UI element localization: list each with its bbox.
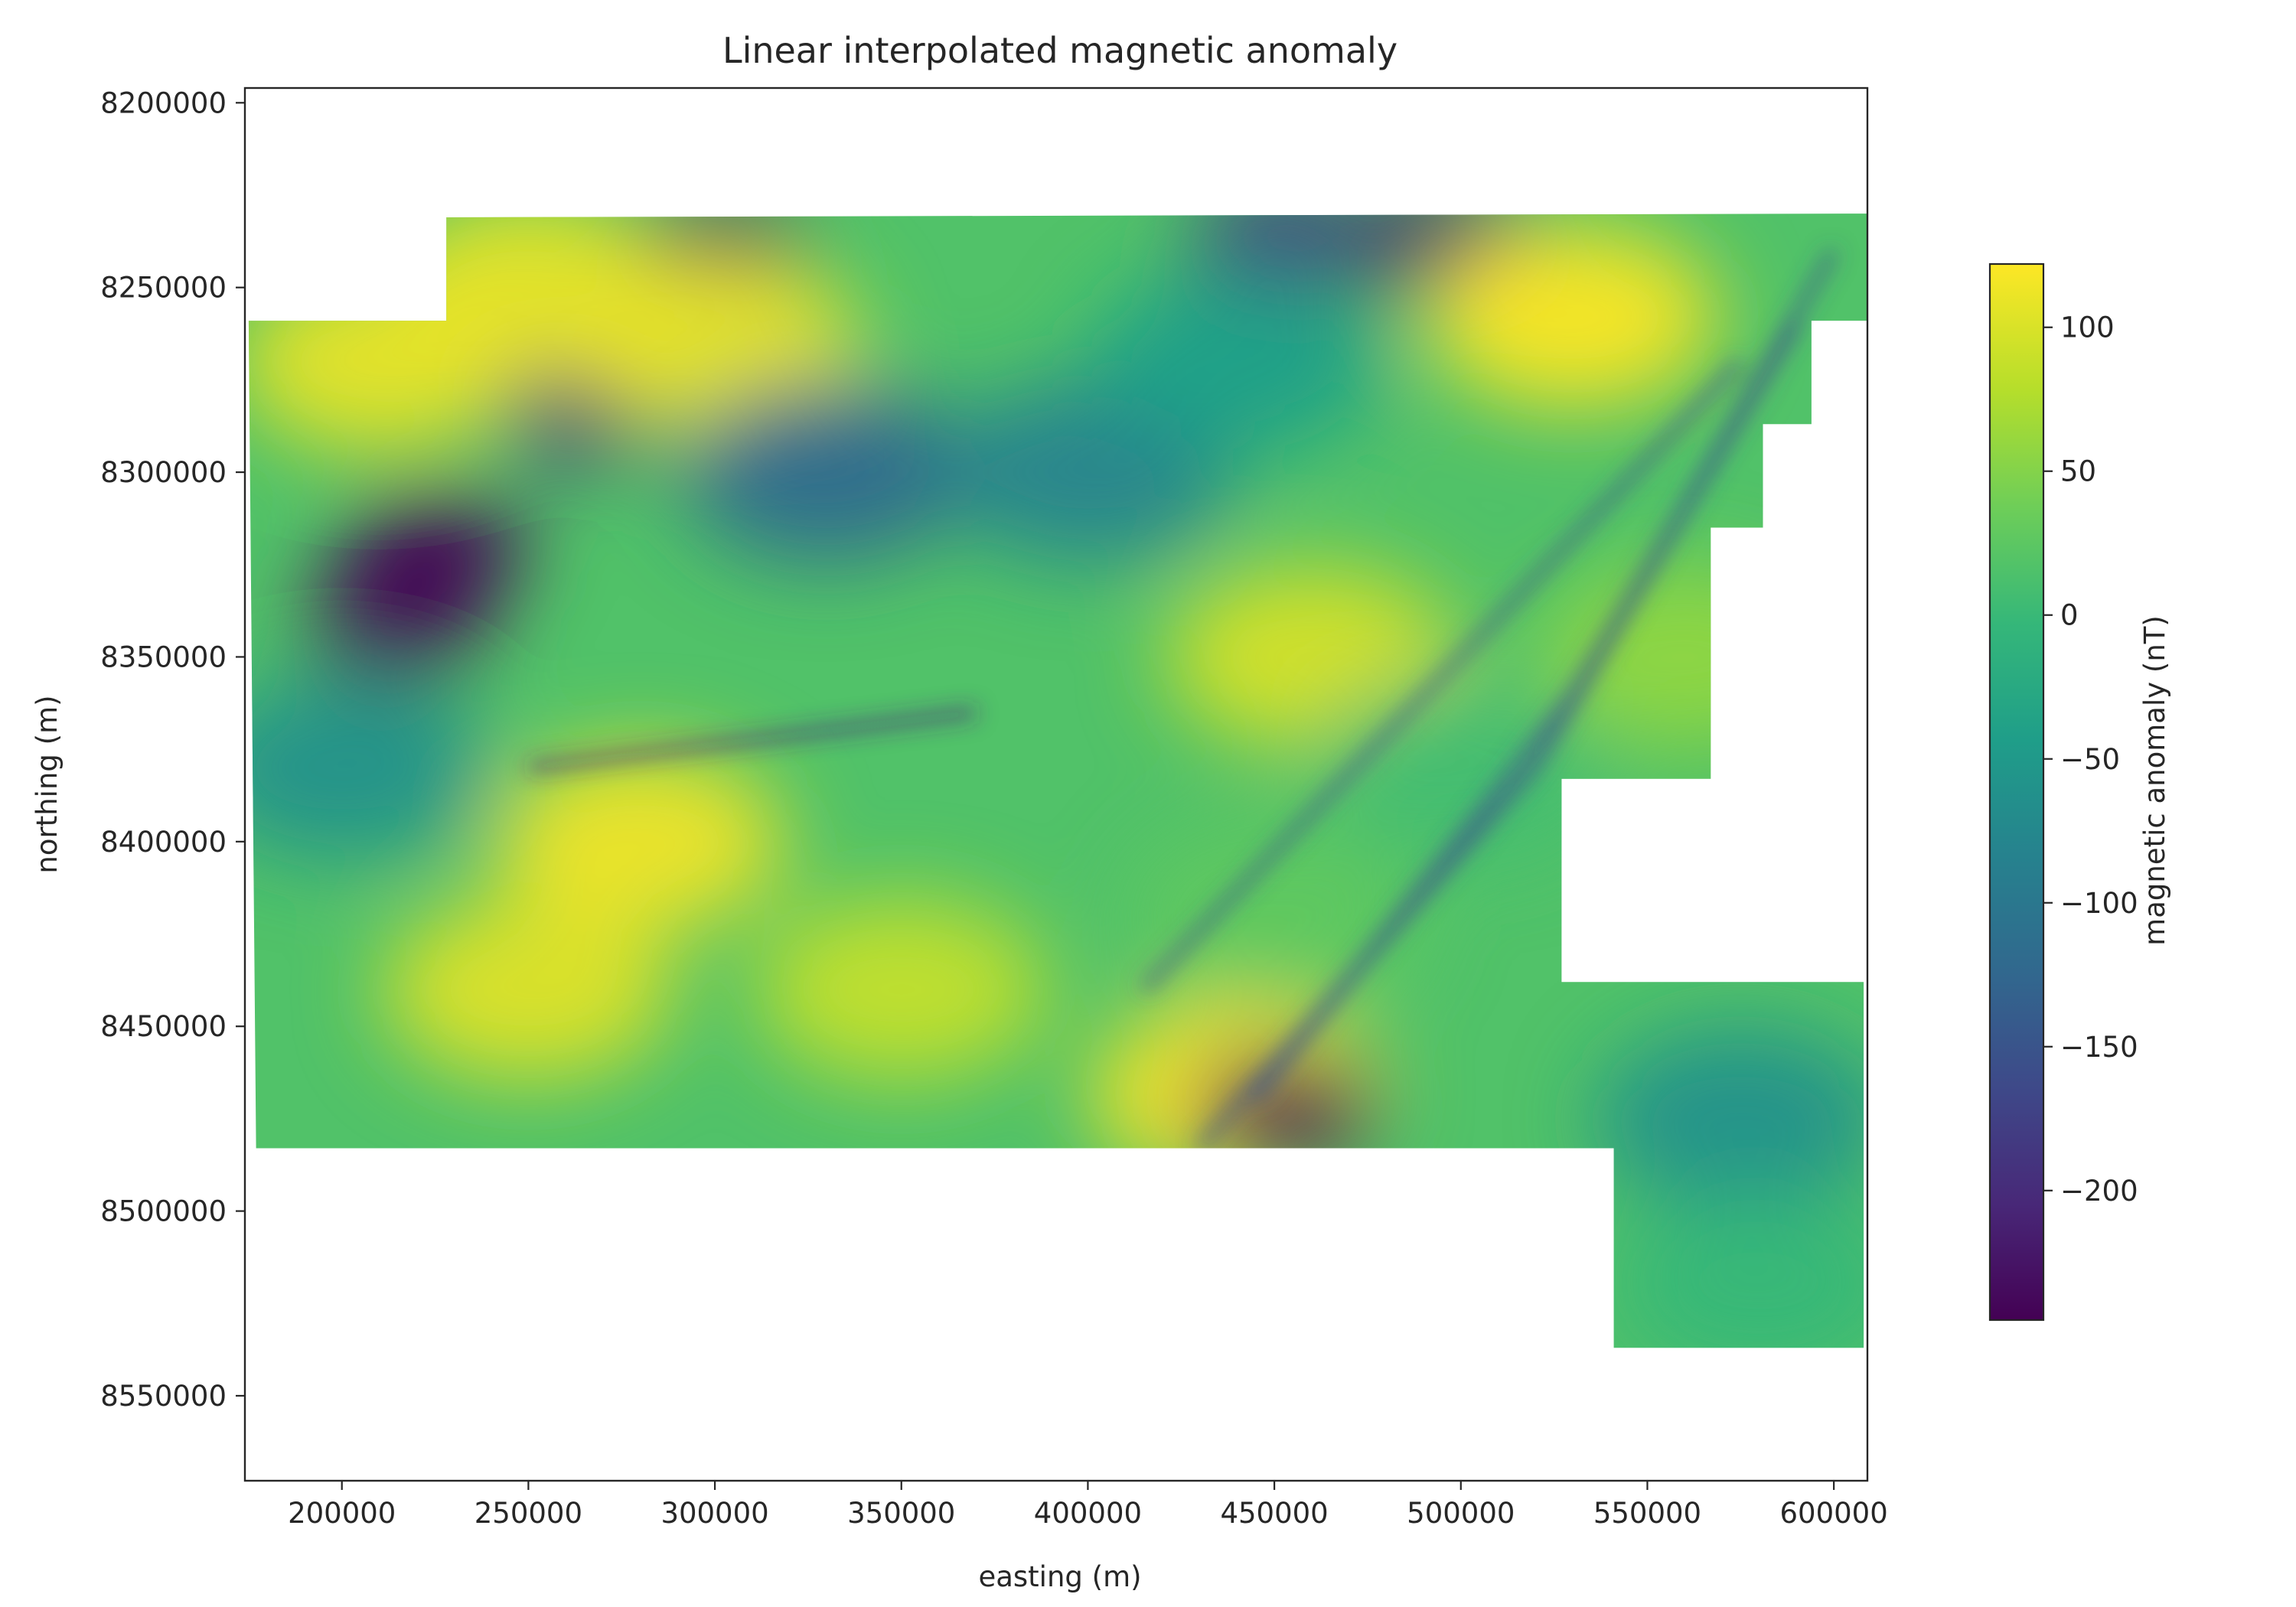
colorbar-tick-label: −100 [2060,887,2138,920]
lineament-3 [527,706,977,774]
colorbar-tick-label: 0 [2060,599,2079,632]
x-tick-label: 200000 [288,1497,396,1530]
anomaly-blob-21 [1315,676,1606,860]
y-axis: 8200000 8250000 8300000 8350000 8400000 84500… [100,86,245,1413]
anomaly-blob-14 [755,897,1047,1081]
chart-title: Linear interpolated magnetic anomaly [722,30,1397,71]
colorbar-tick-label: 100 [2060,311,2115,344]
x-tick-label: 450000 [1220,1497,1328,1530]
x-tick-label: 300000 [660,1497,768,1530]
anomaly-blob-19 [1595,1026,1868,1211]
x-tick-label: 600000 [1780,1497,1888,1530]
x-axis-label: easting (m) [978,1560,1141,1593]
anomaly-blob-9 [1427,225,1718,409]
x-tick-label: 250000 [475,1497,582,1530]
y-tick-label: 8300000 [100,456,227,489]
x-tick-label: 400000 [1034,1497,1142,1530]
colorbar-tick-label: −50 [2060,743,2120,776]
colorbar-tick-label: −150 [2060,1031,2138,1064]
anomaly-blob-10 [494,749,786,934]
anomaly-blob-23 [1129,823,1420,1008]
colorbar [1988,262,2045,1322]
anomaly-blob-1 [305,562,490,678]
anomaly-blob-15 [681,380,973,565]
colorbar-axis: 100 50 0 −50 −100 −150 −200 [2043,311,2138,1208]
colorbar-tick-label: 50 [2060,455,2096,488]
x-tick-label: 350000 [847,1497,955,1530]
anomaly-blob-24 [1189,1054,1374,1169]
x-axis: 200000 250000 300000 350000 400000 450000 5000… [288,1481,1888,1530]
colorbar-label: magnetic anomaly (nT) [2138,615,2171,946]
lineament-2 [1140,357,1745,993]
anomaly-blob-4 [1189,214,1374,297]
x-tick-label: 500000 [1407,1497,1515,1530]
anomaly-blob-11 [383,897,674,1081]
y-axis-label: northing (m) [31,695,64,873]
y-tick-label: 8550000 [100,1380,227,1413]
anomaly-blob-17 [248,676,488,860]
y-tick-label: 8200000 [100,86,227,119]
y-tick-label: 8400000 [100,826,227,859]
colorbar-tick-label: −200 [2060,1175,2138,1208]
survey-heatmap [248,214,1868,1348]
anomaly-blob-22 [1539,565,1831,749]
y-tick-label: 8450000 [100,1010,227,1043]
y-tick-label: 8500000 [100,1195,227,1228]
lineament-1 [1251,321,1802,1104]
x-tick-label: 550000 [1593,1497,1701,1530]
y-tick-label: 8250000 [100,272,227,305]
plot-frame [243,86,1869,1482]
anomaly-blob-20 [1613,1193,1868,1348]
y-tick-label: 8350000 [100,641,227,673]
anomaly-blob-18 [1091,269,1383,454]
